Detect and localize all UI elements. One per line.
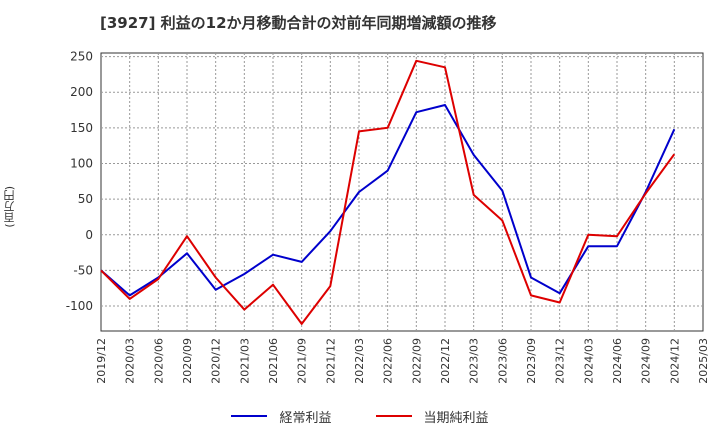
x-tick-labels: 2019/12 2020/03 2020/06 2020/09 2020/12 2021/… [95,338,710,384]
legend-item-ordinary-profit: 経常利益 [231,404,332,428]
y-tick-label: 50 [78,192,93,206]
x-tick-label: 2020/09 [181,338,194,384]
y-tick-label: -50 [73,263,93,277]
legend-swatch-ordinary-profit [231,415,268,417]
y-tick-labels: 250 200 150 100 50 0 -50 -100 [66,50,93,313]
chart-plot: 250 200 150 100 50 0 -50 -100 2019/12 2020/03 202… [66,50,710,384]
series-line [100,59,676,325]
x-tick-label: 2019/12 [95,338,108,384]
y-tick-label: -100 [66,299,93,313]
y-tick-label: 100 [70,156,93,170]
plot-area [100,52,704,332]
x-tick-label: 2024/03 [582,338,595,384]
x-tick-label: 2024/12 [668,338,681,384]
chart-title: [3927] 利益の12か月移動合計の対前年同期増減額の推移 [100,14,497,32]
legend-label-net-income: 当期純利益 [423,410,489,426]
x-tick-label: 2020/12 [210,338,223,384]
x-tick-label: 2022/06 [382,338,395,384]
x-tick-label: 2021/03 [238,338,251,384]
x-tick-label: 2021/09 [296,338,309,384]
x-tick-label: 2022/03 [353,338,366,384]
x-tick-label: 2023/03 [468,338,481,384]
x-tick-label: 2020/03 [124,338,137,384]
legend-label-ordinary-profit: 経常利益 [279,410,332,426]
x-tick-label: 2023/12 [554,338,567,384]
x-tick-label: 2025/03 [697,338,710,384]
legend-swatch-net-income [375,415,412,417]
y-tick-label: 150 [70,121,93,135]
x-tick-label: 2024/06 [611,338,624,384]
x-tick-label: 2021/12 [324,338,337,384]
x-tick-label: 2020/06 [152,338,165,384]
x-tick-label: 2021/06 [267,338,280,384]
x-tick-label: 2022/12 [439,338,452,384]
series-lines [100,59,676,325]
x-tick-label: 2023/09 [525,338,538,384]
y-tick-label: 0 [85,228,93,242]
legend-item-net-income: 当期純利益 [375,404,489,428]
x-tick-label: 2022/09 [410,338,423,384]
legend: 経常利益 当期純利益 [0,404,720,428]
y-tick-label: 200 [70,85,93,99]
y-tick-label: 250 [70,50,93,64]
x-tick-label: 2024/09 [640,338,653,384]
grid-lines [101,53,703,331]
series-line [100,104,676,297]
x-tick-label: 2023/06 [496,338,509,384]
